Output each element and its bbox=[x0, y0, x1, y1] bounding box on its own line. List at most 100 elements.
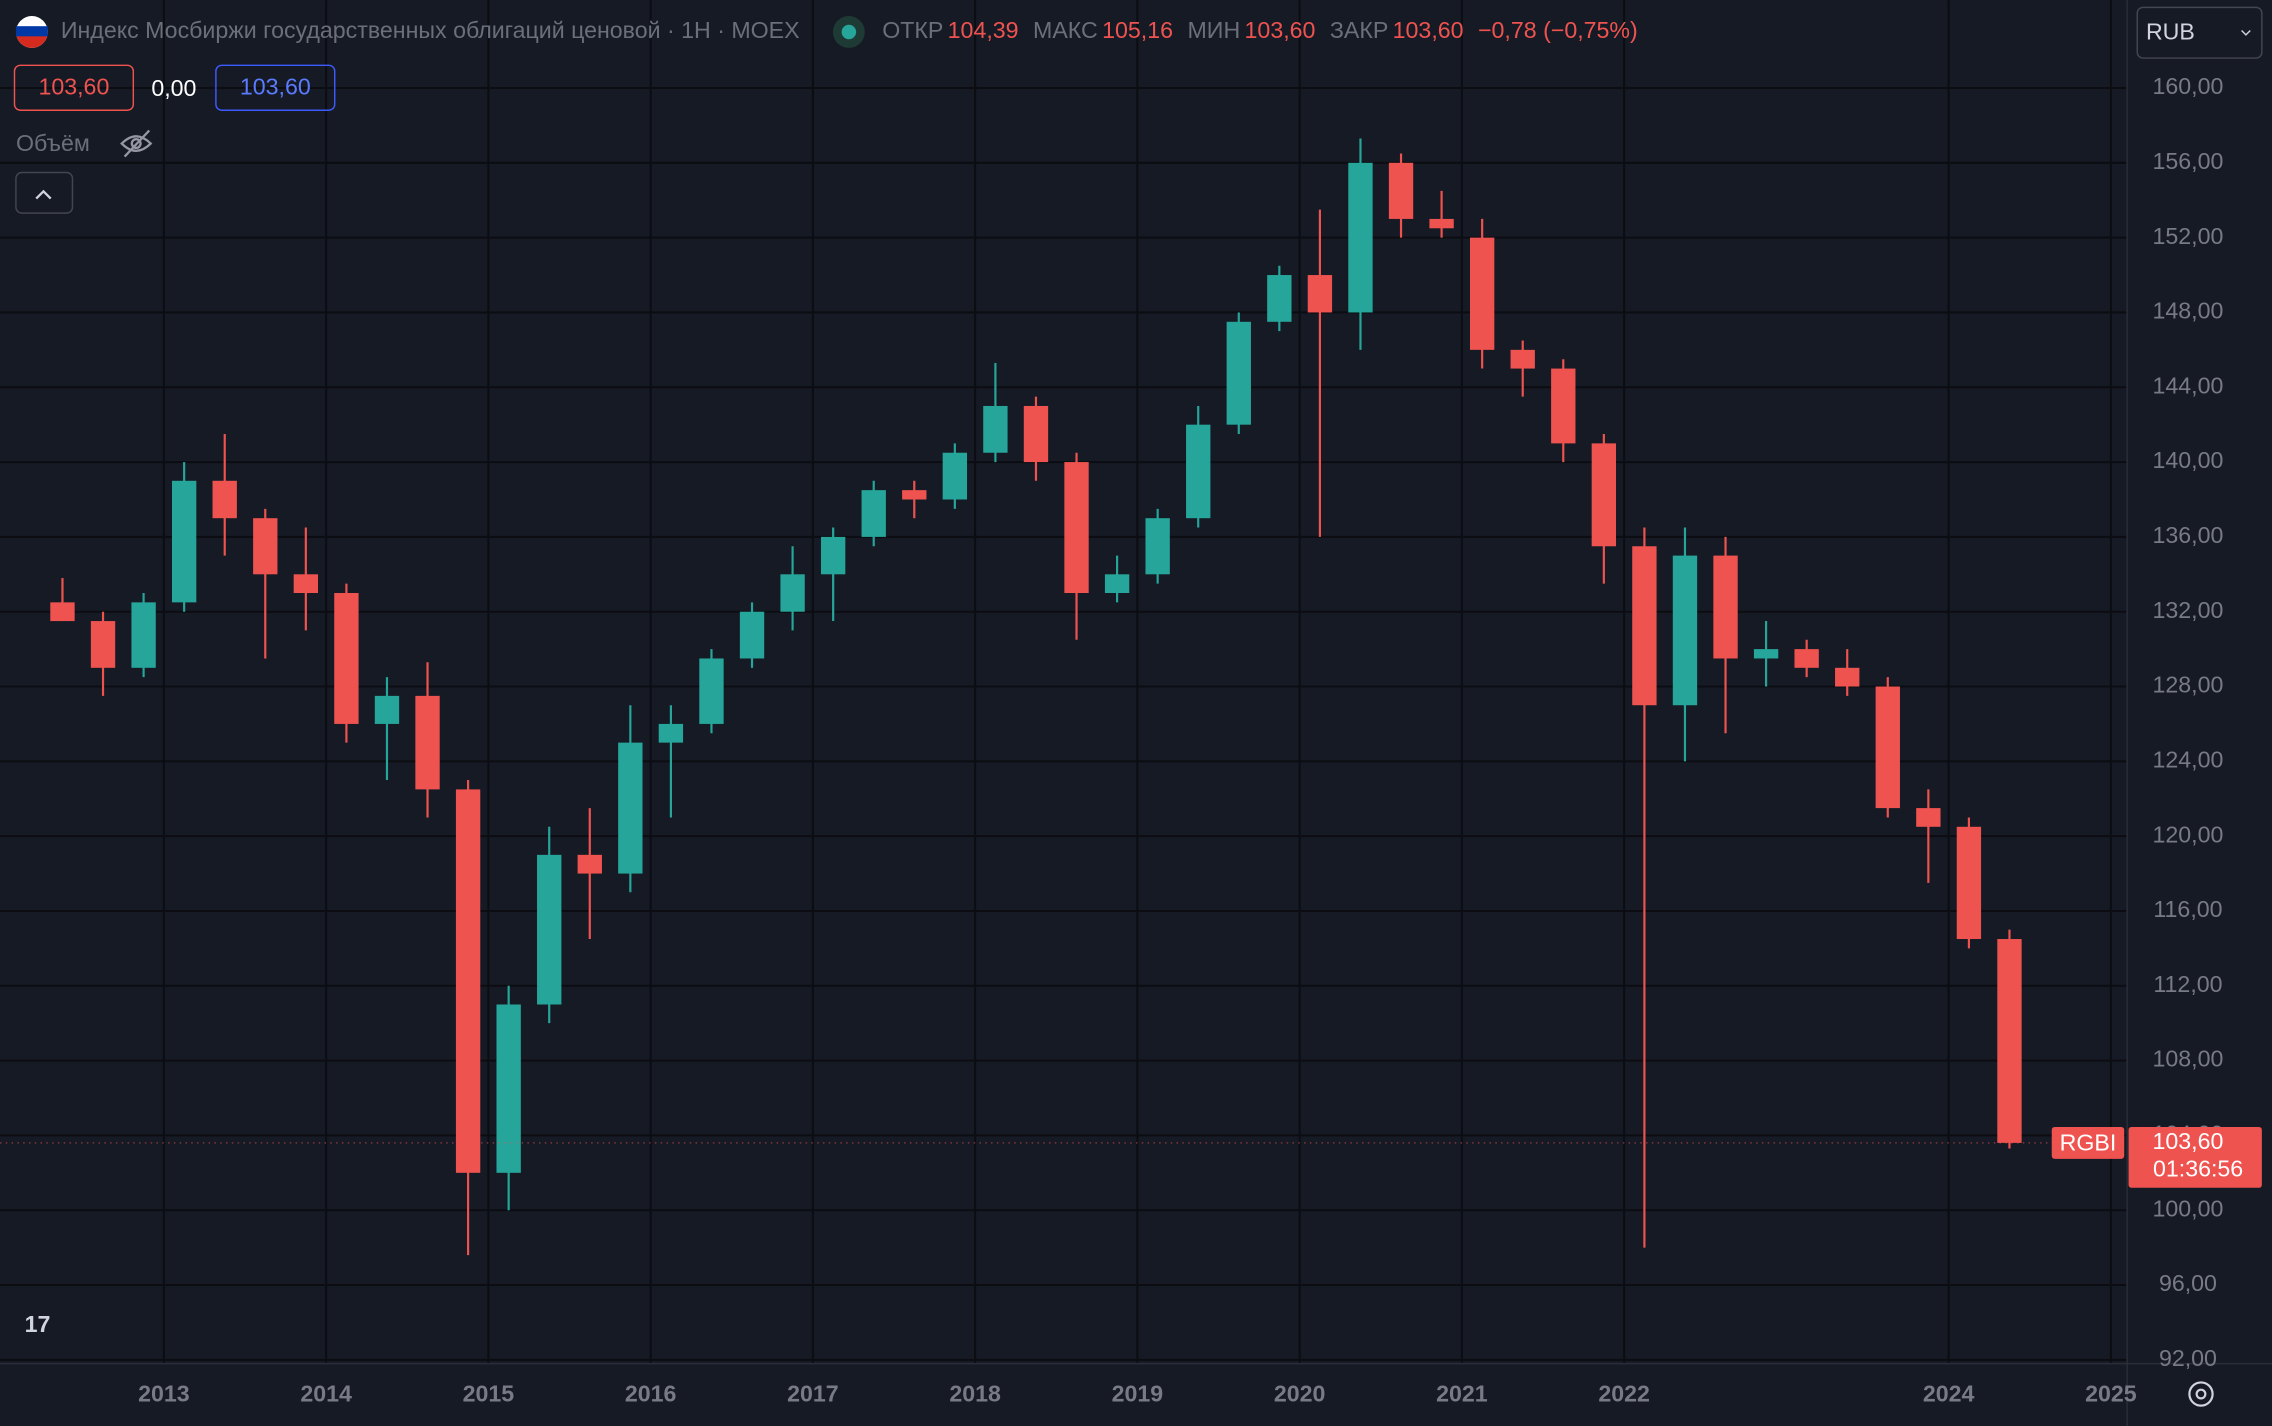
candle-body bbox=[699, 658, 724, 724]
y-tick-label: 140,00 bbox=[2153, 447, 2224, 473]
y-tick-label: 116,00 bbox=[2153, 896, 2222, 922]
y-tick-label: 112,00 bbox=[2153, 971, 2222, 997]
candle-body bbox=[1794, 649, 1819, 668]
close-label: ЗАКР bbox=[1330, 17, 1388, 43]
candle-body bbox=[1023, 405, 1049, 463]
candle-body bbox=[1672, 555, 1698, 706]
x-tick-label: 2015 bbox=[463, 1381, 515, 1407]
candle-body bbox=[658, 723, 684, 743]
candle-body bbox=[1348, 162, 1373, 313]
legend-value: 0,00 bbox=[151, 75, 196, 101]
y-tick-label: 120,00 bbox=[2153, 821, 2224, 847]
candle-body bbox=[1388, 162, 1414, 219]
hide-icon[interactable] bbox=[120, 129, 153, 158]
candle-body bbox=[902, 490, 927, 500]
candle-body bbox=[618, 742, 643, 874]
currency[interactable]: RUB bbox=[2146, 19, 2195, 45]
candle-body bbox=[1916, 808, 1941, 827]
y-tick-label: 108,00 bbox=[2153, 1046, 2224, 1072]
header: 103,60 0,00 103,60 Объём RUB 17 Индекс М… bbox=[13, 6, 2263, 1407]
currency-select[interactable] bbox=[2136, 6, 2263, 59]
candle-body bbox=[212, 480, 237, 519]
grid bbox=[0, 0, 2128, 1364]
countdown: 01:36:56 bbox=[2153, 1156, 2243, 1182]
candle-body bbox=[1064, 462, 1089, 594]
candle-body bbox=[1307, 275, 1333, 313]
candle-body bbox=[131, 602, 156, 668]
candle-body bbox=[577, 854, 602, 874]
candle-body bbox=[820, 536, 846, 575]
candle-body bbox=[1267, 275, 1292, 322]
candle-body bbox=[1753, 649, 1779, 659]
candle-body bbox=[1145, 518, 1170, 575]
candle-body bbox=[1835, 667, 1860, 687]
settings-icon[interactable] bbox=[2188, 1381, 2214, 1407]
symbol-tag bbox=[2051, 1126, 2125, 1159]
open: 104,39 bbox=[948, 17, 1019, 43]
candle-body bbox=[1226, 321, 1251, 425]
y-tick-label: 128,00 bbox=[2153, 672, 2224, 698]
y-tick-label: 144,00 bbox=[2153, 372, 2224, 398]
legend-box bbox=[215, 64, 336, 111]
collapse-icon bbox=[35, 189, 52, 200]
candle-body bbox=[1186, 424, 1211, 519]
y-tick-label: 96,00 bbox=[2159, 1270, 2217, 1296]
y-tick-label: 160,00 bbox=[2153, 73, 2224, 99]
price-tag bbox=[2128, 1126, 2262, 1188]
x-tick-label: 2018 bbox=[949, 1381, 1001, 1407]
collapse-button[interactable] bbox=[15, 171, 74, 214]
price-label: 103,60 bbox=[2153, 1128, 2224, 1154]
legend-value: 103,60 bbox=[38, 74, 109, 100]
candle-body bbox=[334, 593, 359, 724]
candle-body bbox=[1469, 237, 1495, 350]
dropdown-icon bbox=[2241, 30, 2251, 36]
candle-body bbox=[1956, 826, 1982, 940]
candle-body bbox=[90, 621, 116, 668]
x-tick-label: 2014 bbox=[300, 1381, 352, 1407]
candle-body bbox=[1997, 939, 2022, 1143]
candle-body bbox=[1510, 349, 1535, 369]
candle-body bbox=[739, 611, 765, 659]
y-tick-label: 152,00 bbox=[2153, 223, 2224, 249]
symbol-label: RGBI bbox=[2060, 1129, 2117, 1155]
x-tick-label: 2024 bbox=[1923, 1381, 1975, 1407]
candle-body bbox=[861, 490, 886, 537]
legend-value: 103,60 bbox=[240, 74, 311, 100]
candle-body bbox=[1429, 218, 1454, 229]
open-label: ОТКР bbox=[882, 17, 943, 43]
x-tick-label: 2021 bbox=[1436, 1381, 1488, 1407]
candle-body bbox=[1875, 686, 1900, 809]
candle-body bbox=[1591, 443, 1617, 547]
y-tick-label: 100,00 bbox=[2153, 1195, 2224, 1221]
candle-body bbox=[1713, 555, 1738, 659]
y-tick-label: 148,00 bbox=[2153, 298, 2224, 324]
high: 105,16 bbox=[1102, 17, 1173, 43]
settings-icon bbox=[2195, 1388, 2207, 1400]
close: 103,60 bbox=[1393, 17, 1464, 43]
flag-icon bbox=[15, 26, 48, 37]
y-tick-label: 132,00 bbox=[2153, 597, 2224, 623]
candle-body bbox=[253, 518, 278, 575]
x-tick-label: 2019 bbox=[1112, 1381, 1164, 1407]
candle-body bbox=[1632, 546, 1657, 706]
status-dot bbox=[841, 24, 857, 40]
low-label: МИН bbox=[1187, 17, 1240, 43]
x-tick-label: 2013 bbox=[138, 1381, 190, 1407]
x-tick-label: 2025 bbox=[2085, 1381, 2137, 1407]
change: −0,78 (−0,75%) bbox=[1478, 17, 1638, 43]
y-tick-label: 124,00 bbox=[2153, 746, 2224, 772]
candle-body bbox=[1104, 574, 1130, 594]
candle-body bbox=[496, 1004, 521, 1173]
high-label: МАКС bbox=[1033, 17, 1098, 43]
candle-body bbox=[780, 574, 805, 612]
candle-body bbox=[293, 574, 319, 594]
candle-body bbox=[171, 480, 197, 603]
candle-body bbox=[50, 602, 75, 622]
volume-label[interactable]: Объём bbox=[16, 130, 90, 156]
y-tick-label: 156,00 bbox=[2153, 148, 2224, 174]
low: 103,60 bbox=[1245, 17, 1316, 43]
candle-body bbox=[983, 405, 1008, 453]
candle-body bbox=[942, 452, 968, 500]
